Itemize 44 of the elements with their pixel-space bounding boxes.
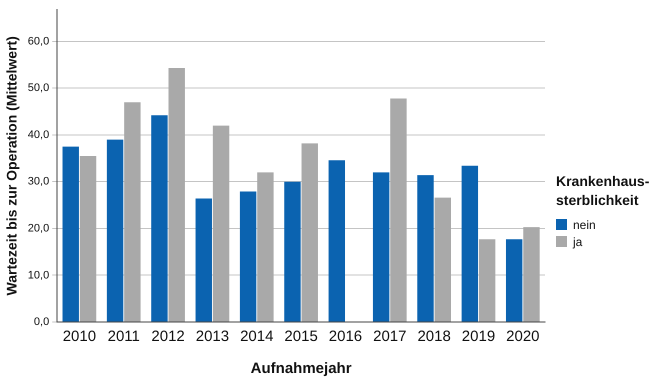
x-tick-label: 2017	[373, 328, 406, 346]
bar	[168, 68, 185, 322]
bar	[212, 126, 230, 322]
y-tick-label: 50,0	[28, 82, 50, 94]
bar	[151, 115, 168, 322]
x-axis-title: Aufnahmejahr	[250, 360, 352, 378]
x-tick-label: 2012	[151, 328, 185, 346]
bar	[434, 198, 451, 322]
bar	[523, 227, 540, 322]
y-tick-label: 40,0	[28, 128, 50, 141]
y-tick-label: 30,0	[28, 176, 50, 188]
bar	[417, 175, 434, 322]
x-tick-label: 2011	[108, 328, 140, 346]
legend-label: ja	[573, 234, 582, 248]
x-tick-label: 2013	[196, 328, 230, 346]
legend-label: nein	[573, 218, 596, 232]
bar	[478, 239, 496, 322]
bar	[284, 182, 301, 322]
bar	[506, 239, 522, 322]
x-tick-label: 2016	[328, 328, 362, 346]
x-tick-label: 2020	[506, 328, 540, 346]
bar	[462, 166, 478, 322]
bar	[62, 146, 79, 322]
bar	[124, 102, 141, 322]
bar	[372, 172, 390, 322]
bar	[390, 98, 407, 322]
x-tick-label: 2015	[284, 328, 318, 346]
bar	[196, 198, 212, 322]
bar	[106, 140, 124, 322]
bar	[328, 160, 346, 322]
y-tick-label: 60,0	[28, 35, 50, 48]
bar	[80, 156, 96, 322]
x-tick-label: 2019	[462, 328, 496, 346]
x-tick-label: 2018	[417, 328, 451, 346]
legend-title: Krankenhaus-sterblichkeit	[556, 172, 650, 210]
y-tick-label: 0,0	[34, 316, 50, 328]
bar	[302, 143, 318, 322]
y-tick-label: 20,0	[28, 222, 50, 234]
y-tick-label: 10,0	[28, 269, 50, 282]
y-axis-title: Wartezeit bis zur Operation (Mittelwert)	[3, 36, 20, 296]
x-tick-label: 2010	[62, 328, 96, 346]
bar	[257, 172, 274, 322]
x-tick-label: 2014	[240, 328, 274, 346]
bar	[240, 192, 256, 322]
